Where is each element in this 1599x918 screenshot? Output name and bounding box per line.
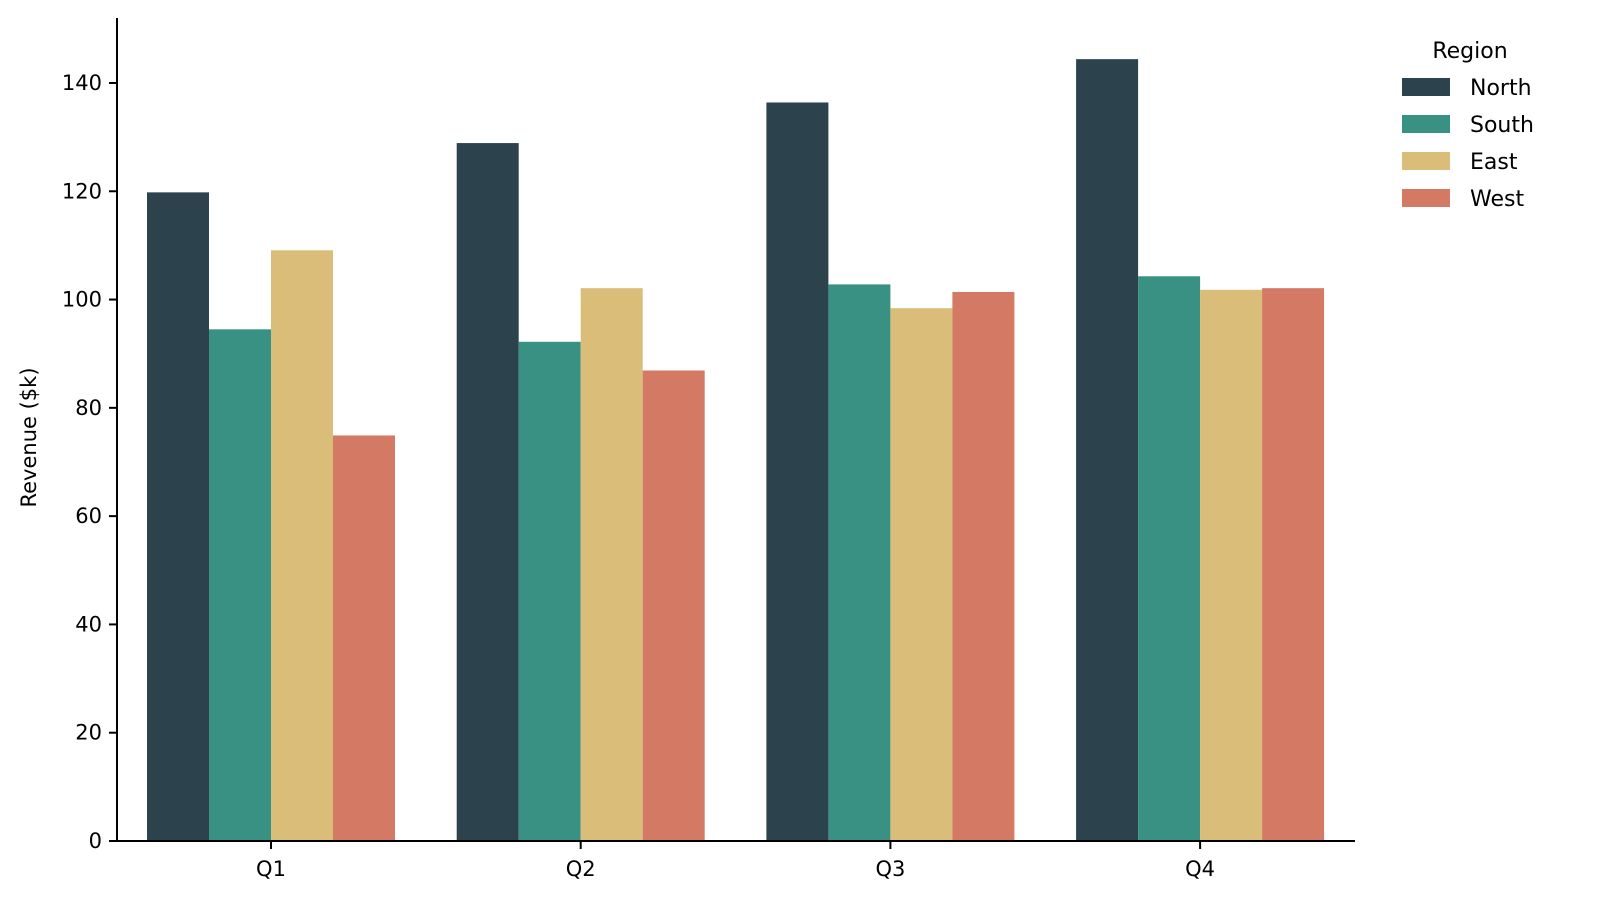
legend-swatch-east	[1402, 152, 1450, 170]
bar-south-q3	[828, 284, 891, 841]
legend-title: Region	[1432, 39, 1507, 64]
legend-label-west: West	[1470, 187, 1524, 212]
bar-north-q3	[766, 102, 829, 842]
legend-label-north: North	[1470, 76, 1532, 101]
y-tick-label: 20	[75, 721, 102, 745]
x-tick-label: Q1	[256, 857, 286, 881]
legend-swatch-south	[1402, 115, 1450, 133]
legend-items: North South East West	[1402, 76, 1534, 212]
bar-east-q4	[1200, 289, 1263, 841]
bar-west-q2	[642, 370, 705, 841]
y-axis-ticks: 0 20 40 60 80 100 120 140	[62, 71, 117, 853]
bar-south-q4	[1138, 276, 1201, 841]
y-tick-label: 60	[75, 504, 102, 528]
legend-label-east: East	[1470, 150, 1518, 175]
y-axis-title: Revenue ($k)	[17, 367, 41, 507]
bar-east-q3	[890, 308, 953, 842]
y-tick-label: 0	[89, 829, 102, 853]
legend: Region North South East West	[1402, 39, 1534, 212]
y-tick-label: 140	[62, 71, 102, 95]
y-tick-label: 40	[75, 612, 102, 636]
bar-east-q2	[580, 288, 643, 841]
bar-north-q4	[1076, 59, 1139, 841]
bar-west-q3	[952, 291, 1015, 842]
bars-group	[147, 59, 1325, 842]
bar-west-q1	[333, 435, 395, 841]
bar-south-q1	[209, 329, 271, 841]
y-tick-label: 120	[62, 179, 102, 203]
bar-south-q2	[518, 341, 581, 841]
legend-swatch-west	[1402, 189, 1450, 207]
x-tick-label: Q4	[1185, 857, 1215, 881]
x-tick-label: Q2	[566, 857, 596, 881]
y-tick-label: 80	[75, 396, 102, 420]
bar-east-q1	[271, 250, 333, 841]
bar-west-q4	[1262, 288, 1325, 841]
legend-swatch-north	[1402, 78, 1450, 96]
bar-north-q1	[147, 192, 209, 842]
bar-north-q2	[456, 143, 519, 841]
x-axis-ticks: Q1 Q2 Q3 Q4	[256, 841, 1215, 881]
x-tick-label: Q3	[875, 857, 905, 881]
y-tick-label: 100	[62, 288, 102, 312]
legend-label-south: South	[1470, 113, 1534, 138]
